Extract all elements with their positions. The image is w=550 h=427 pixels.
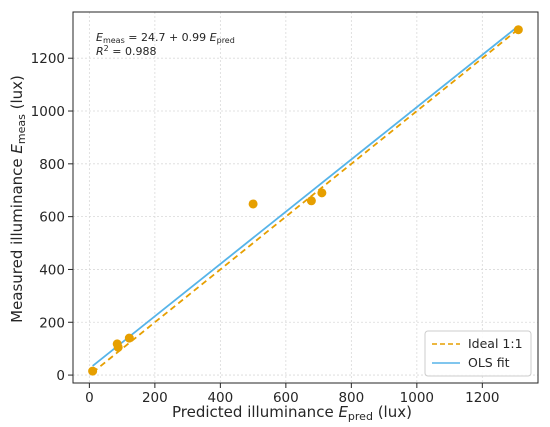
data-point <box>306 196 316 206</box>
x-tick-label: 1000 <box>400 390 434 406</box>
ols-fit-line <box>92 25 519 367</box>
data-point <box>113 342 123 352</box>
r-squared-text: R2 = 0.988 <box>96 44 156 58</box>
x-tick-label: 600 <box>273 390 299 406</box>
x-tick-label: 1200 <box>465 390 499 406</box>
y-tick-label: 600 <box>39 210 65 226</box>
data-points <box>88 25 523 376</box>
legend-box <box>424 330 532 377</box>
y-axis-title: Measured illuminance Emeas (lux) <box>8 75 28 323</box>
data-point <box>88 366 98 376</box>
x-tick-label: 800 <box>338 390 364 406</box>
y-tick-label: 400 <box>39 262 65 278</box>
ideal-line-path <box>92 28 519 374</box>
data-point <box>124 333 134 343</box>
equation-text: Emeas = 24.7 + 0.99 Epred <box>96 31 235 45</box>
ols-fit-path <box>92 25 519 367</box>
x-tick-label: 200 <box>142 390 168 406</box>
data-point <box>513 25 523 35</box>
y-tick-label: 800 <box>39 157 65 173</box>
data-point <box>248 199 258 209</box>
legend-ideal-label: Ideal 1:1 <box>468 336 523 351</box>
y-tick-label: 200 <box>39 315 65 331</box>
y-tick-label: 1200 <box>31 51 65 67</box>
legend: Ideal 1:1 OLS fit <box>424 330 532 377</box>
axis-ticks: 0 200 400 600 800 1000 1200 0 200 400 600 800 1000 12… <box>31 51 500 406</box>
legend-ols-label: OLS fit <box>468 355 510 370</box>
x-tick-label: 0 <box>85 390 94 406</box>
fit-annotation: Emeas = 24.7 + 0.99 Epred R2 = 0.988 <box>96 31 235 58</box>
grid <box>73 12 538 383</box>
y-tick-label: 1000 <box>31 104 65 120</box>
x-axis-title: Predicted illuminance Epred (lux) <box>172 403 412 423</box>
y-tick-label: 0 <box>56 368 65 384</box>
data-point <box>317 188 327 198</box>
axes-frame <box>72 11 539 384</box>
x-tick-label: 400 <box>207 390 233 406</box>
ideal-line <box>92 28 519 374</box>
